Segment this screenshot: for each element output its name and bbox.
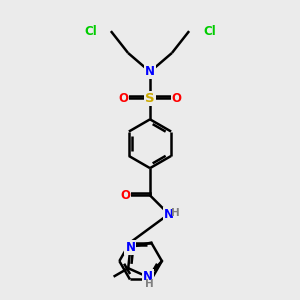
Text: H: H bbox=[145, 279, 154, 289]
Text: O: O bbox=[172, 92, 182, 105]
Text: Cl: Cl bbox=[203, 25, 216, 38]
Text: S: S bbox=[145, 92, 155, 105]
Text: O: O bbox=[118, 92, 128, 105]
Text: H: H bbox=[171, 208, 180, 218]
Text: N: N bbox=[125, 241, 135, 254]
Text: N: N bbox=[145, 65, 155, 78]
Text: O: O bbox=[120, 189, 130, 202]
Text: N: N bbox=[143, 270, 153, 284]
Text: N: N bbox=[164, 208, 174, 220]
Text: Cl: Cl bbox=[84, 25, 97, 38]
